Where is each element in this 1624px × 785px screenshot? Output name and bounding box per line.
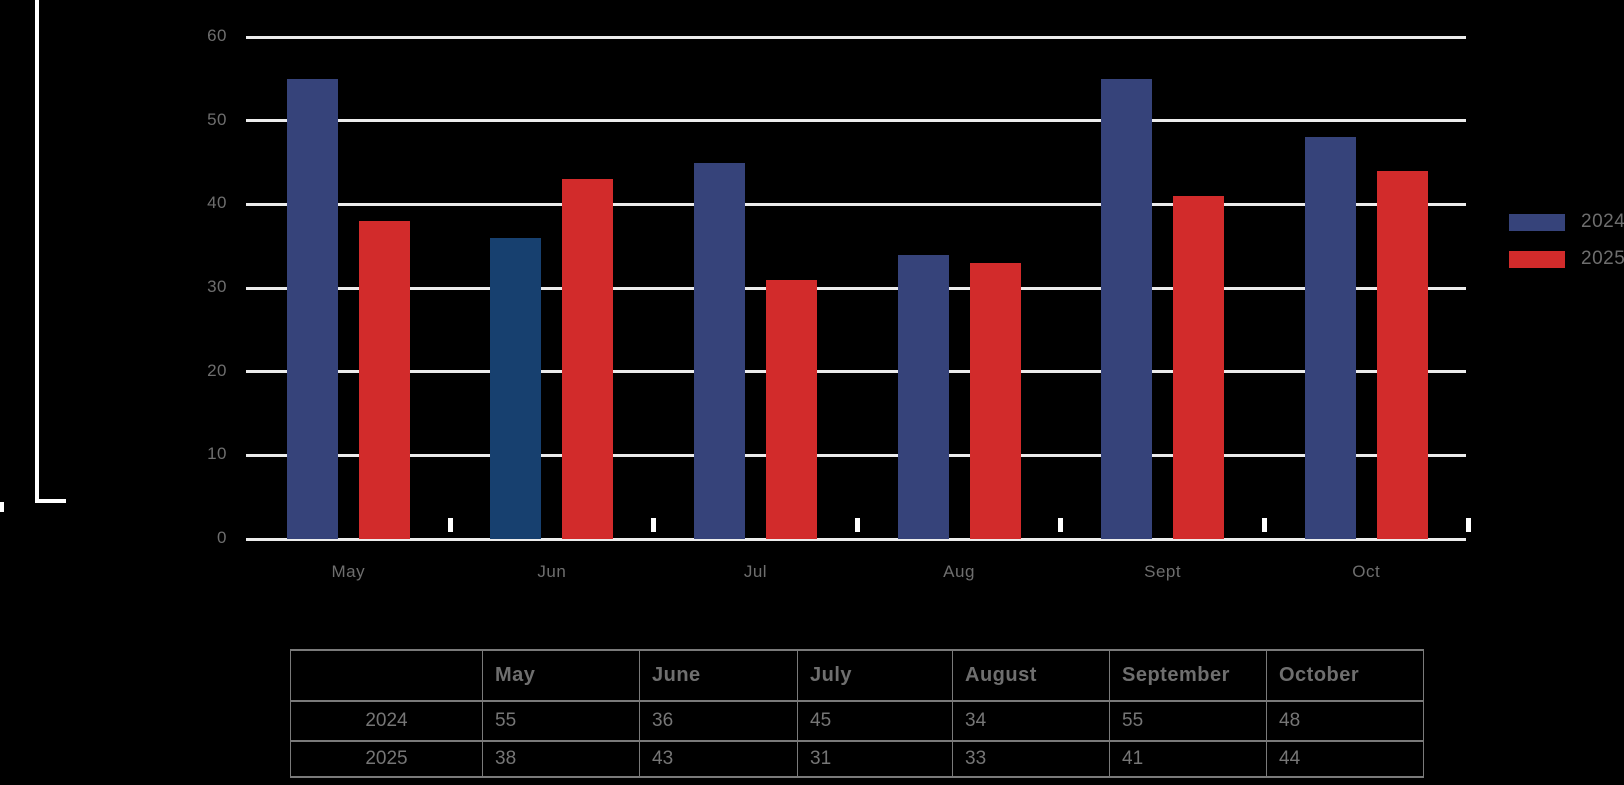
left-axis-fragment-horizontal bbox=[35, 499, 66, 503]
y-axis-label-10: 10 bbox=[207, 444, 227, 464]
gridline-10 bbox=[246, 453, 1466, 457]
bar-2025-aug bbox=[969, 262, 1021, 539]
table-header-september: September bbox=[1109, 649, 1267, 702]
category-tick-6 bbox=[1465, 518, 1471, 532]
x-axis-label-jul: Jul bbox=[743, 562, 768, 581]
y-axis-label-40: 40 bbox=[207, 193, 227, 213]
cell-2025-august: 33 bbox=[952, 740, 1110, 778]
table-row-2025: 2025 38 43 31 33 41 44 bbox=[290, 740, 1424, 778]
cell-2025-may: 38 bbox=[482, 740, 640, 778]
bar-2024-oct bbox=[1304, 137, 1356, 539]
y-axis-label-30: 30 bbox=[207, 277, 227, 296]
cell-2024-october: 48 bbox=[1266, 700, 1424, 742]
bar-2025-jun bbox=[562, 179, 614, 539]
cell-2024-may: 55 bbox=[482, 700, 640, 742]
gridline-30 bbox=[246, 286, 1466, 290]
table-header-blank bbox=[290, 649, 483, 702]
cell-2024-september: 55 bbox=[1109, 700, 1267, 742]
bar-2024-may bbox=[286, 78, 338, 539]
gridline-50 bbox=[246, 119, 1466, 123]
cell-2025-october: 44 bbox=[1266, 740, 1424, 778]
category-tick-2 bbox=[651, 518, 657, 532]
left-edge-tick bbox=[0, 502, 4, 512]
cell-2025-june: 43 bbox=[639, 740, 798, 778]
table-header-august: August bbox=[952, 649, 1110, 702]
gridline-0 bbox=[246, 537, 1466, 541]
gridline-20 bbox=[246, 370, 1466, 374]
bar-2025-oct bbox=[1376, 170, 1428, 539]
category-tick-5 bbox=[1261, 518, 1267, 532]
bar-2024-aug bbox=[897, 254, 949, 539]
y-axis-label-0: 0 bbox=[217, 528, 227, 547]
legend-swatch-2025 bbox=[1509, 251, 1565, 268]
x-axis-label-oct: Oct bbox=[1352, 562, 1381, 581]
bar-2024-jun bbox=[490, 237, 542, 539]
bar-2024-sept bbox=[1101, 78, 1153, 539]
category-tick-1 bbox=[447, 518, 453, 532]
bar-2025-jul bbox=[765, 279, 817, 539]
x-axis-label-sept: Sept bbox=[1144, 562, 1182, 581]
cell-2025-september: 41 bbox=[1109, 740, 1267, 778]
category-tick-3 bbox=[854, 518, 860, 532]
cell-2024-august: 34 bbox=[952, 700, 1110, 742]
bar-2024-jul bbox=[693, 162, 745, 539]
table-header-july: July bbox=[797, 649, 953, 702]
cell-2024-july: 45 bbox=[797, 700, 953, 742]
row-label-2025: 2025 bbox=[290, 740, 483, 778]
row-label-2024: 2024 bbox=[290, 700, 483, 742]
table-row-2024: 2024 55 36 45 34 55 48 bbox=[290, 700, 1424, 742]
legend-label-2024: 2024 bbox=[1581, 211, 1624, 232]
cell-2025-july: 31 bbox=[797, 740, 953, 778]
gridline-40 bbox=[246, 202, 1466, 206]
data-table: May June July August September October 2… bbox=[290, 649, 1424, 778]
legend-label-2025: 2025 bbox=[1581, 248, 1624, 269]
x-axis-label-jun: Jun bbox=[537, 562, 567, 581]
left-axis-fragment-vertical bbox=[35, 0, 39, 503]
table-header-row: May June July August September October bbox=[290, 649, 1424, 702]
legend-swatch-2024 bbox=[1509, 214, 1565, 231]
gridline-60 bbox=[246, 35, 1466, 39]
x-axis-label-may: May bbox=[331, 562, 366, 581]
bar-2025-may bbox=[358, 221, 410, 539]
category-tick-4 bbox=[1058, 518, 1064, 532]
table-header-june: June bbox=[639, 649, 798, 702]
y-axis-label-50: 50 bbox=[207, 109, 227, 129]
y-axis-label-60: 60 bbox=[207, 26, 227, 45]
table-header-october: October bbox=[1266, 649, 1424, 702]
x-axis-label-aug: Aug bbox=[943, 562, 975, 581]
cell-2024-june: 36 bbox=[639, 700, 798, 742]
bar-2025-sept bbox=[1173, 195, 1225, 539]
table-header-may: May bbox=[482, 649, 640, 702]
y-axis-label-20: 20 bbox=[207, 360, 227, 380]
